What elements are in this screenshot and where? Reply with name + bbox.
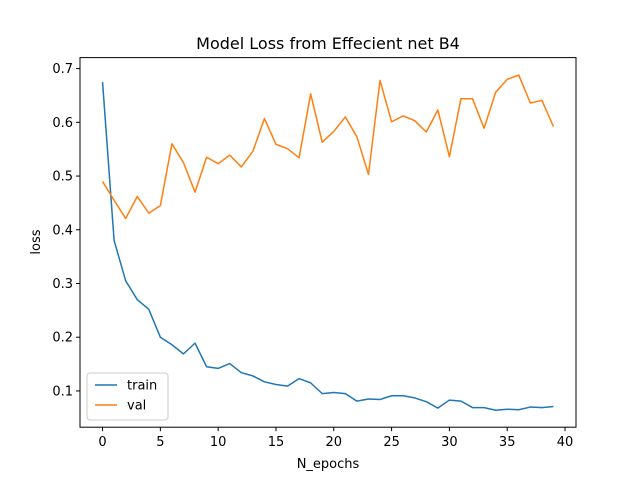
y-tick-label: 0.6 <box>52 116 73 131</box>
x-tick-label: 0 <box>98 435 106 450</box>
y-axis-label: loss <box>29 229 44 254</box>
y-tick-label: 0.3 <box>52 277 73 292</box>
legend: train val <box>86 372 169 421</box>
x-tick-label: 35 <box>499 435 516 450</box>
x-tick-label: 40 <box>557 435 574 450</box>
series-line-val <box>101 74 555 220</box>
x-axis-label: N_epochs <box>297 457 360 472</box>
x-tick-label: 5 <box>156 435 164 450</box>
x-tick-label: 15 <box>268 435 285 450</box>
x-tick-label: 10 <box>210 435 227 450</box>
y-tick-label: 0.1 <box>52 384 73 399</box>
y-tick-label: 0.4 <box>52 223 73 238</box>
series-line-train <box>101 81 554 412</box>
plot-frame <box>79 57 577 428</box>
chart-title: Model Loss from Effecient net B4 <box>196 34 460 53</box>
y-tick-label: 0.7 <box>52 62 73 77</box>
legend-label-val: val <box>127 399 146 414</box>
y-tick-label: 0.2 <box>52 331 73 346</box>
x-tick-label: 25 <box>383 435 400 450</box>
x-axis-ticks: 0 5 10 15 20 25 30 35 40 <box>98 427 573 450</box>
x-tick-label: 30 <box>441 435 458 450</box>
x-tick-label: 20 <box>326 435 343 450</box>
series-layer <box>101 74 555 412</box>
y-axis-ticks: 0.1 0.2 0.3 0.4 0.5 0.6 0.7 <box>52 62 80 399</box>
legend-label-train: train <box>127 379 157 394</box>
y-tick-label: 0.5 <box>52 170 73 185</box>
